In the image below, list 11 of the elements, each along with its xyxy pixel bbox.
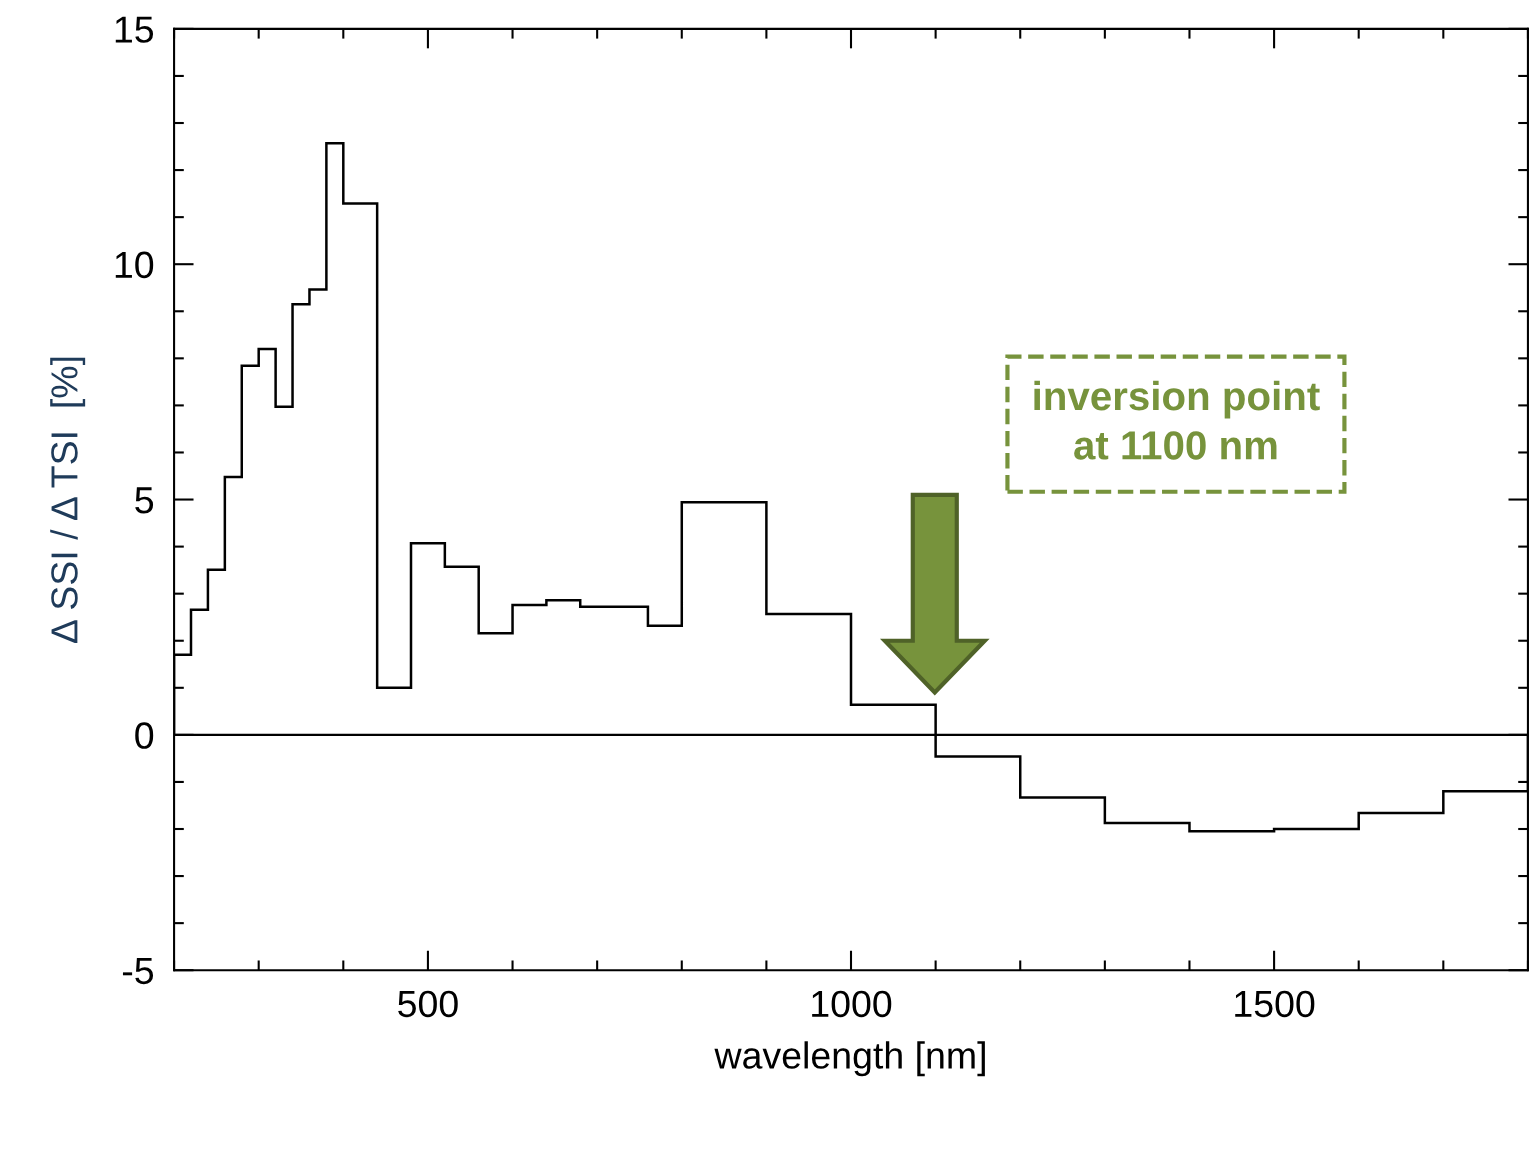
y-tick-label: 10 bbox=[115, 251, 154, 279]
y-tick-label: 15 bbox=[115, 16, 154, 43]
x-tick-label: 500 bbox=[398, 990, 458, 1018]
x-tick-label: 1500 bbox=[1235, 990, 1315, 1018]
y-axis-title: Δ SSI / Δ TSI [%] bbox=[50, 357, 86, 643]
x-tick-label: 1000 bbox=[812, 990, 892, 1018]
y-tick-label: 0 bbox=[135, 722, 154, 749]
annotation: inversion point at 1100 nm bbox=[1034, 380, 1320, 460]
y-tick-label: 5 bbox=[135, 487, 154, 514]
x-axis-title: wavelength [nm] bbox=[714, 1041, 985, 1077]
y-tick-label: -5 bbox=[122, 957, 154, 985]
